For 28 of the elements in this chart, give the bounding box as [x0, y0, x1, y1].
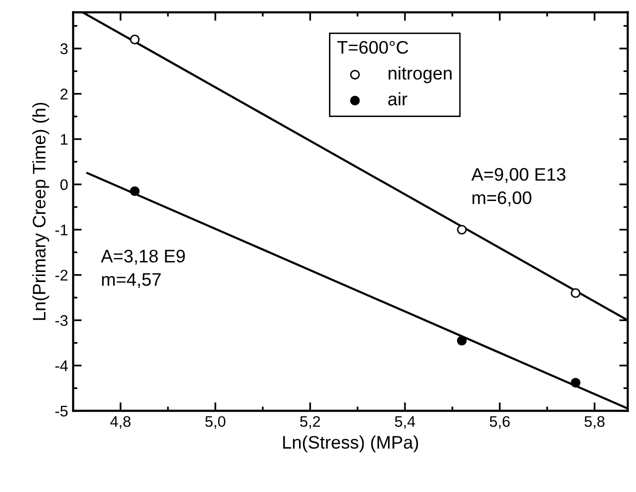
y-axis-title: Ln(Primary Creep Time) (h) [32, 102, 50, 320]
point [130, 186, 140, 196]
x-tick-label: 5,4 [394, 416, 416, 429]
y-tick-label: 1 [60, 134, 68, 145]
point [570, 288, 580, 298]
y-tick-label: -4 [55, 360, 68, 372]
x-tick-label: 5,2 [300, 416, 320, 429]
legend-label: air [388, 92, 408, 106]
x-tick-label: 5,0 [205, 416, 226, 429]
y-tick-label: 3 [60, 43, 68, 54]
x-axis-title: Ln(Stress) (MPa) [283, 435, 418, 452]
annotation: A=3,18 E9 m=4,57 [100, 250, 185, 288]
point [456, 336, 467, 346]
y-tick-label: -1 [55, 224, 68, 236]
point [570, 378, 580, 388]
point [456, 224, 467, 235]
x-tick-label: 5,8 [584, 416, 605, 429]
legend-title: T=600°C [337, 40, 408, 54]
x-tick-label: 4,8 [110, 416, 130, 429]
y-tick-label: 2 [60, 88, 68, 100]
y-tick-label: 0 [60, 179, 68, 190]
point [130, 34, 140, 44]
y-tick-label: -5 [55, 406, 68, 417]
y-tick-label: -3 [55, 315, 68, 326]
legend-label: nitrogen [388, 66, 452, 84]
annotation: A=9,00 E13 m=6,00 [471, 168, 566, 206]
x-tick-label: 5,6 [490, 416, 510, 429]
y-tick-label: -2 [55, 270, 68, 280]
